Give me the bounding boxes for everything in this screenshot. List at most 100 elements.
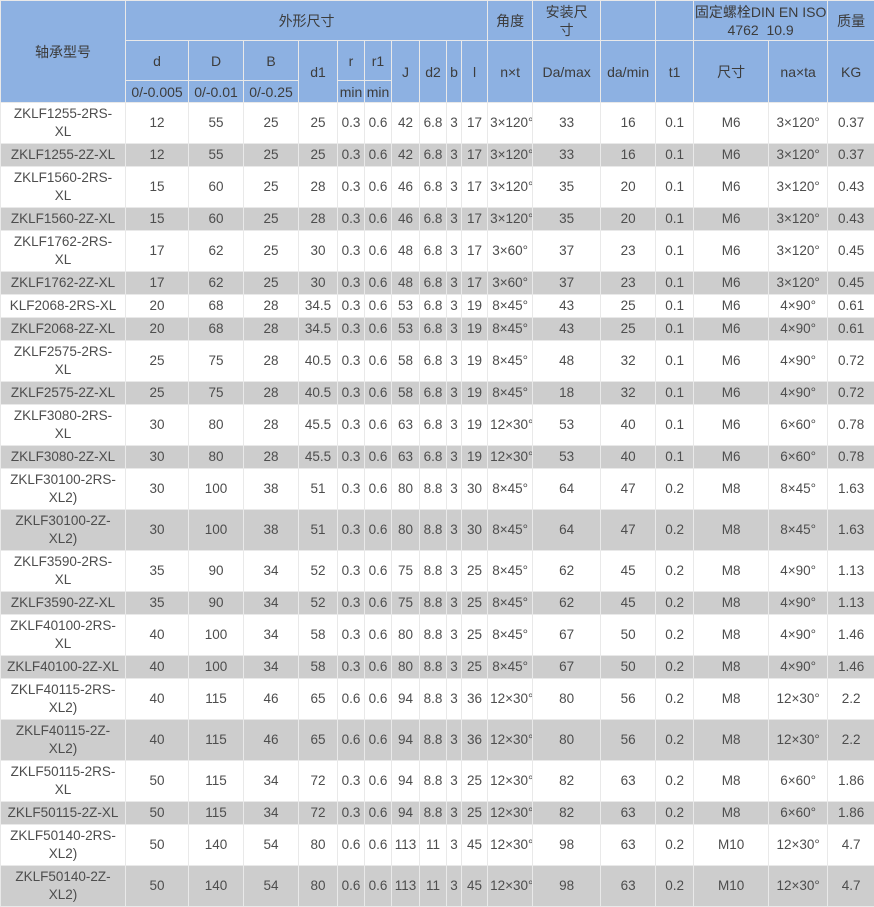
cell-t1: 0.1 (656, 103, 694, 144)
cell-model: ZKLF50140-2RS-XL2) (1, 825, 126, 866)
cell-l: 17 (462, 167, 488, 208)
header-angle: 角度 (488, 1, 533, 41)
cell-da-min: 63 (601, 825, 656, 866)
cell-Da-max: 67 (533, 656, 601, 679)
table-row: ZKLF2575-2RS-XL 25 75 28 40.5 0.3 0.6 58… (1, 341, 874, 382)
cell-d2: 6.8 (420, 167, 447, 208)
cell-r-min: 0.3 (338, 231, 365, 272)
header-fixing-bolt: 固定螺栓DIN EN ISO 4762 10.9 (694, 1, 828, 41)
cell-bolt-size: M8 (694, 469, 769, 510)
table-row: ZKLF1255-2RS-XL 12 55 25 25 0.3 0.6 42 6… (1, 103, 874, 144)
cell-Da-max: 18 (533, 382, 601, 405)
cell-r-min: 0.3 (338, 295, 365, 318)
cell-bolt-size: M6 (694, 103, 769, 144)
cell-model: ZKLF3590-2RS-XL (1, 551, 126, 592)
cell-naxta: 4×90° (769, 382, 828, 405)
cell-b: 3 (447, 761, 462, 802)
cell-d: 40 (126, 679, 189, 720)
cell-r-min: 0.6 (338, 825, 365, 866)
cell-t1: 0.2 (656, 656, 694, 679)
cell-l: 25 (462, 592, 488, 615)
cell-d1: 80 (299, 866, 338, 907)
header-col-b: b (447, 41, 462, 103)
cell-l: 25 (462, 656, 488, 679)
cell-bolt-size: M8 (694, 720, 769, 761)
cell-b: 3 (447, 144, 462, 167)
header-row-columns: d D B d1 r r1 J d2 b l n×t Da/max da/min… (1, 41, 874, 81)
cell-d: 17 (126, 272, 189, 295)
cell-naxta: 8×45° (769, 469, 828, 510)
cell-d1: 58 (299, 615, 338, 656)
cell-Da-max: 82 (533, 761, 601, 802)
cell-d: 50 (126, 761, 189, 802)
cell-J: 63 (392, 405, 420, 446)
cell-naxta: 4×90° (769, 592, 828, 615)
cell-D: 75 (189, 341, 244, 382)
cell-t1: 0.1 (656, 318, 694, 341)
cell-r1-min: 0.6 (365, 231, 392, 272)
cell-D: 140 (189, 825, 244, 866)
cell-B: 28 (244, 318, 299, 341)
cell-r-min: 0.3 (338, 144, 365, 167)
cell-B: 46 (244, 679, 299, 720)
cell-d1: 80 (299, 825, 338, 866)
cell-d: 20 (126, 295, 189, 318)
cell-naxta: 6×60° (769, 405, 828, 446)
header-col-naxta: na×ta (769, 41, 828, 103)
cell-d2: 8.8 (420, 656, 447, 679)
cell-r-min: 0.3 (338, 318, 365, 341)
table-row: ZKLF50140-2RS-XL2) 50 140 54 80 0.6 0.6 … (1, 825, 874, 866)
cell-B: 34 (244, 615, 299, 656)
header-mounting-dimensions: 安装尺寸 (533, 1, 601, 41)
cell-t1: 0.2 (656, 720, 694, 761)
cell-B: 46 (244, 720, 299, 761)
cell-l: 25 (462, 761, 488, 802)
cell-r-min: 0.3 (338, 656, 365, 679)
header-col-d2: d2 (420, 41, 447, 103)
cell-kg: 0.43 (828, 208, 874, 231)
cell-J: 113 (392, 866, 420, 907)
cell-D: 100 (189, 469, 244, 510)
cell-t1: 0.2 (656, 802, 694, 825)
cell-d1: 51 (299, 510, 338, 551)
cell-Da-max: 67 (533, 615, 601, 656)
cell-nxt: 3×120° (488, 144, 533, 167)
cell-kg: 1.86 (828, 761, 874, 802)
cell-d2: 11 (420, 825, 447, 866)
cell-d: 15 (126, 208, 189, 231)
table-row: ZKLF1762-2RS-XL 17 62 25 30 0.3 0.6 48 6… (1, 231, 874, 272)
cell-d: 12 (126, 103, 189, 144)
cell-Da-max: 37 (533, 231, 601, 272)
cell-J: 53 (392, 318, 420, 341)
cell-model: ZKLF1762-2RS-XL (1, 231, 126, 272)
cell-t1: 0.1 (656, 405, 694, 446)
cell-d2: 6.8 (420, 405, 447, 446)
cell-r1-min: 0.6 (365, 761, 392, 802)
cell-B: 25 (244, 208, 299, 231)
cell-D: 60 (189, 208, 244, 231)
cell-da-min: 32 (601, 382, 656, 405)
header-col-nxt: n×t (488, 41, 533, 103)
cell-da-min: 16 (601, 144, 656, 167)
cell-nxt: 12×30° (488, 866, 533, 907)
cell-d2: 6.8 (420, 446, 447, 469)
cell-da-min: 63 (601, 866, 656, 907)
cell-Da-max: 37 (533, 272, 601, 295)
table-row: ZKLF3080-2RS-XL 30 80 28 45.5 0.3 0.6 63… (1, 405, 874, 446)
cell-t1: 0.1 (656, 341, 694, 382)
cell-B: 34 (244, 656, 299, 679)
cell-da-min: 63 (601, 802, 656, 825)
cell-t1: 0.1 (656, 272, 694, 295)
cell-J: 58 (392, 382, 420, 405)
cell-D: 90 (189, 551, 244, 592)
cell-B: 25 (244, 103, 299, 144)
table-row: ZKLF1560-2RS-XL 15 60 25 28 0.3 0.6 46 6… (1, 167, 874, 208)
table-row: ZKLF50115-2Z-XL 50 115 34 72 0.3 0.6 94 … (1, 802, 874, 825)
cell-l: 30 (462, 469, 488, 510)
cell-B: 28 (244, 341, 299, 382)
cell-nxt: 12×30° (488, 802, 533, 825)
cell-kg: 1.63 (828, 469, 874, 510)
cell-J: 42 (392, 103, 420, 144)
cell-r-min: 0.6 (338, 866, 365, 907)
header-col-d1: d1 (299, 41, 338, 103)
